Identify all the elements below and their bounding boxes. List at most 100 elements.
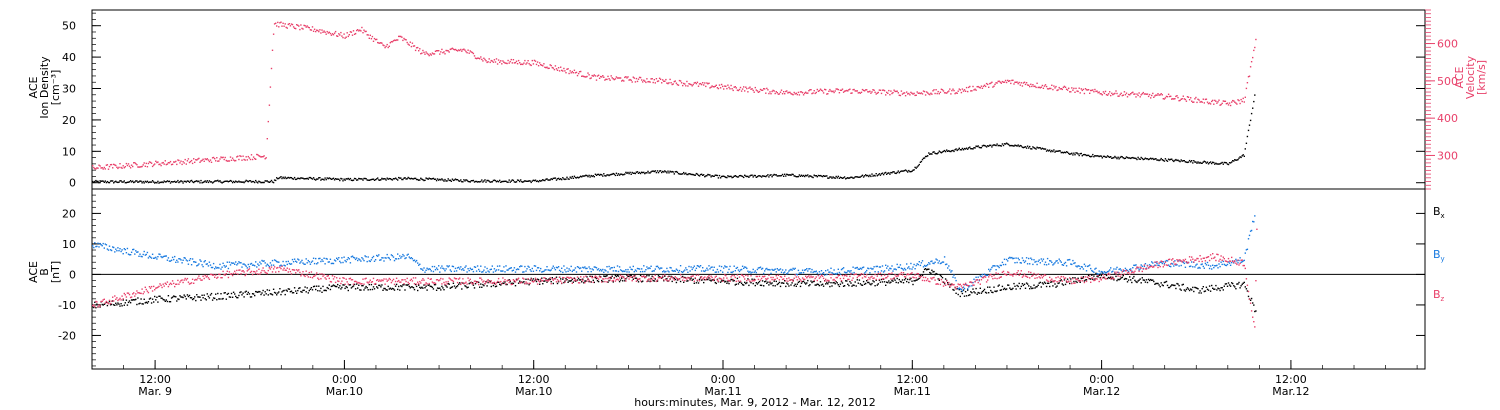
bx-point: [745, 282, 747, 285]
bx-point: [904, 277, 907, 280]
bx-point: [1195, 287, 1197, 289]
velocity-point: [121, 167, 123, 169]
by-point: [94, 242, 96, 244]
by-point: [616, 265, 619, 267]
bx-point: [439, 287, 441, 289]
bx-point: [959, 295, 961, 298]
bx-point: [345, 285, 347, 288]
ion-density-point: [633, 172, 635, 174]
ion-density-point: [120, 180, 122, 182]
ion-density-point: [316, 178, 318, 180]
by-point: [662, 271, 664, 273]
bx-point: [711, 279, 713, 281]
velocity-point: [558, 70, 561, 72]
by-point: [766, 267, 768, 270]
bx-point: [1188, 289, 1191, 292]
bx-point: [360, 289, 362, 291]
ion-density-point: [700, 173, 703, 175]
ion-density-point: [927, 155, 929, 157]
velocity-point: [1145, 93, 1148, 95]
velocity-point: [1068, 87, 1070, 89]
by-point: [933, 262, 935, 265]
bx-point: [362, 284, 364, 287]
ion-density-point: [834, 177, 836, 179]
velocity-point: [562, 70, 564, 72]
by-point: [973, 278, 975, 280]
velocity-point: [1180, 98, 1182, 100]
ion-density-point: [856, 176, 858, 178]
ion-density-point: [837, 175, 839, 178]
by-point: [1065, 265, 1068, 267]
ion-density-point: [820, 175, 823, 177]
velocity-point: [913, 92, 915, 95]
by-point: [719, 269, 722, 272]
ion-density-point: [636, 171, 639, 173]
bx-point: [636, 279, 639, 281]
bx-point: [943, 283, 946, 285]
by-point: [705, 269, 707, 271]
ion-density-point: [726, 176, 728, 179]
velocity-point: [1135, 96, 1137, 98]
by-point: [121, 249, 123, 251]
bz-point: [485, 281, 487, 284]
bz-point: [293, 269, 296, 271]
ion-density-point: [220, 181, 222, 183]
by-point: [958, 287, 960, 289]
by-point: [123, 248, 125, 250]
ion-density-point: [389, 178, 391, 180]
by-point: [624, 270, 626, 273]
velocity-point: [655, 78, 658, 80]
by-point: [322, 260, 324, 262]
by-point: [963, 287, 966, 290]
ion-density-point: [434, 178, 437, 180]
bz-point: [276, 267, 278, 269]
velocity-point: [711, 85, 713, 87]
by-point: [754, 270, 756, 272]
by-point: [1101, 271, 1103, 273]
by-point: [1240, 261, 1242, 264]
velocity-point: [482, 60, 484, 62]
by-point: [583, 267, 585, 269]
ion-density-point: [458, 180, 460, 182]
by-point: [107, 249, 110, 251]
bx-point: [635, 277, 638, 279]
ion-density-point: [386, 177, 388, 179]
bz-point: [256, 270, 258, 272]
velocity-point: [95, 168, 97, 170]
bx-point: [690, 277, 692, 279]
ion-density-point: [1112, 157, 1114, 159]
velocity-point: [723, 88, 725, 90]
ion-density-point: [759, 175, 762, 177]
by-point: [1099, 272, 1101, 275]
ion-density-point: [116, 181, 118, 183]
ion-density-point: [262, 181, 264, 184]
bx-point: [120, 303, 122, 305]
left-tick-label: 0: [69, 177, 76, 190]
by-point: [99, 242, 101, 245]
bz-point: [359, 282, 361, 284]
bx-point: [874, 285, 876, 287]
by-point: [340, 262, 342, 264]
bx-point: [322, 285, 324, 288]
velocity-point: [574, 72, 577, 74]
ion-density-point: [772, 174, 774, 176]
by-point: [971, 285, 973, 287]
velocity-point: [653, 79, 655, 81]
bx-point: [279, 288, 281, 290]
velocity-point: [594, 75, 597, 77]
bx-point: [441, 285, 443, 288]
by-point: [528, 266, 530, 268]
ion-density-point: [920, 160, 923, 163]
by-point: [1192, 266, 1194, 268]
by-point: [481, 271, 483, 273]
by-point: [533, 265, 536, 267]
bx-point: [1080, 277, 1082, 280]
velocity-point: [895, 90, 897, 93]
by-point: [1064, 261, 1067, 264]
ion-density-point: [784, 173, 786, 175]
bx-point: [231, 296, 234, 298]
bx-point: [1150, 278, 1152, 281]
bx-point: [239, 291, 241, 294]
ion-density-point: [178, 181, 180, 184]
bx-point: [1061, 283, 1063, 285]
